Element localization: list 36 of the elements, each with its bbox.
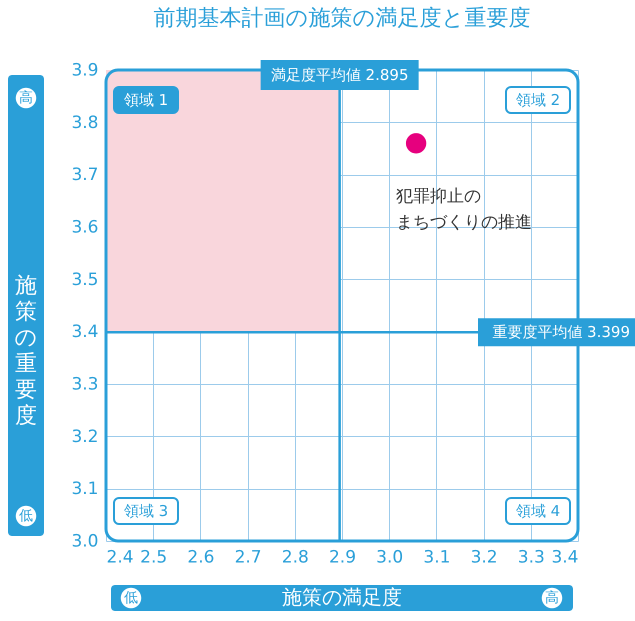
x-axis-title: 施策の満足度 xyxy=(282,585,402,609)
chart-title: 前期基本計画の施策の満足度と重要度 xyxy=(154,6,530,31)
x-tick-label: 3.0 xyxy=(376,548,404,568)
y-tick-label: 3.8 xyxy=(71,112,98,133)
ref-line-label: 重要度平均値 3.399 xyxy=(492,323,630,342)
y-tick-label: 3.6 xyxy=(71,218,98,238)
y-tick-label: 3.5 xyxy=(71,270,98,290)
annotation: 領域 1 xyxy=(124,91,168,109)
text: 高 xyxy=(545,590,559,606)
y-tick-label: 3.3 xyxy=(71,374,98,394)
x-tick-label: 2.8 xyxy=(282,548,309,568)
y-tick-label: 3.9 xyxy=(71,60,98,80)
y-tick-label: 3.0 xyxy=(71,532,98,552)
annotation: 領域 2 xyxy=(516,91,560,109)
x-tick-label: 3.3 xyxy=(518,548,545,568)
ref-line-label: 満足度平均値 2.895 xyxy=(270,66,408,84)
x-tick-label: 3.2 xyxy=(470,548,498,568)
x-tick-label: 2.4 xyxy=(106,548,134,568)
x-tick-label: 2.6 xyxy=(187,548,214,568)
x-tick-label: 2.7 xyxy=(234,548,262,568)
x-tick-label: 3.4 xyxy=(551,548,578,568)
y-axis-title: 施策の重要度 xyxy=(14,274,38,428)
x-tick-label: 3.1 xyxy=(423,548,450,568)
annotation: 領域 4 xyxy=(516,502,560,520)
text: 低 xyxy=(124,590,138,606)
y-tick-label: 3.4 xyxy=(71,322,98,342)
x-tick-label: 2.5 xyxy=(140,548,168,568)
y-tick-label: 3.7 xyxy=(71,165,98,186)
x-tick-label: 2.9 xyxy=(328,548,356,568)
y-tick-label: 3.1 xyxy=(71,479,98,500)
text: 高 xyxy=(19,90,33,106)
annotation: 領域 3 xyxy=(124,502,168,520)
y-tick-label: 3.2 xyxy=(71,426,98,447)
annotation: 犯罪抑止の xyxy=(396,186,482,206)
annotation: まちづくりの推進 xyxy=(396,212,532,232)
text: 低 xyxy=(19,508,33,524)
